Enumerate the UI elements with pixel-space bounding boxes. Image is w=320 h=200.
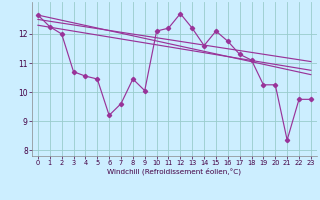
X-axis label: Windchill (Refroidissement éolien,°C): Windchill (Refroidissement éolien,°C): [108, 168, 241, 175]
